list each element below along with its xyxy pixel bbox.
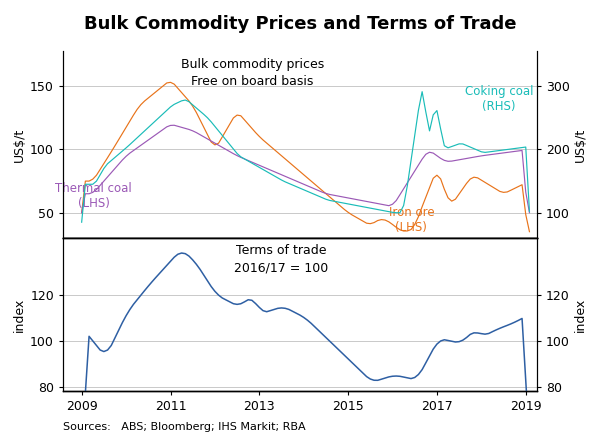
Text: Iron ore
(LHS): Iron ore (LHS) [389, 206, 434, 234]
Y-axis label: index: index [574, 297, 587, 332]
Y-axis label: index: index [13, 297, 26, 332]
Text: Thermal coal
(LHS): Thermal coal (LHS) [55, 182, 132, 210]
Text: Bulk commodity prices
Free on board basis: Bulk commodity prices Free on board basi… [181, 58, 324, 88]
Y-axis label: US$/t: US$/t [13, 127, 26, 161]
Text: Coking coal
(RHS): Coking coal (RHS) [465, 84, 533, 113]
Text: Bulk Commodity Prices and Terms of Trade: Bulk Commodity Prices and Terms of Trade [84, 15, 516, 34]
Text: Sources:   ABS; Bloomberg; IHS Markit; RBA: Sources: ABS; Bloomberg; IHS Markit; RBA [63, 422, 305, 432]
Text: Terms of trade
2016/17 = 100: Terms of trade 2016/17 = 100 [234, 244, 328, 274]
Y-axis label: US$/t: US$/t [574, 127, 587, 161]
